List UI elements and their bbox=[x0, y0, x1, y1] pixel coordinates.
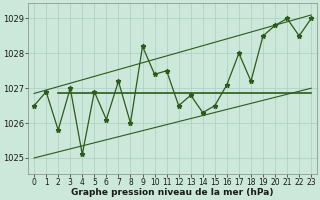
X-axis label: Graphe pression niveau de la mer (hPa): Graphe pression niveau de la mer (hPa) bbox=[71, 188, 274, 197]
